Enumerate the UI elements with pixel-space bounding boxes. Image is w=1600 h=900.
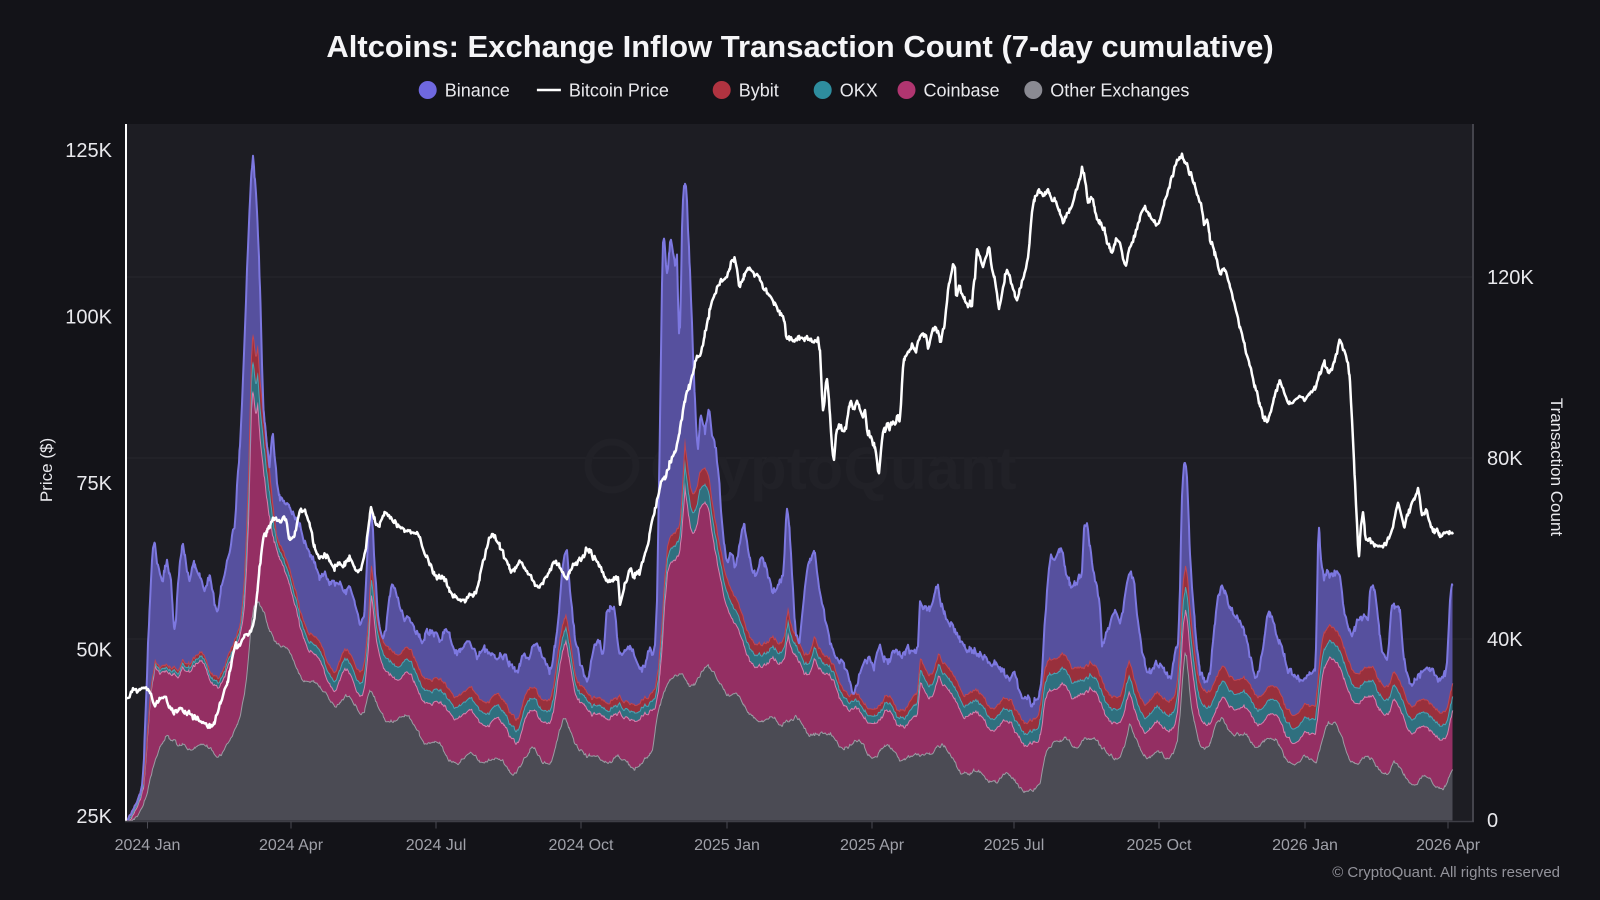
svg-text:Transaction Count: Transaction Count (1547, 398, 1566, 537)
svg-text:2024 Jan: 2024 Jan (115, 837, 181, 854)
svg-text:40K: 40K (1487, 629, 1523, 651)
svg-text:Binance: Binance (445, 81, 510, 101)
svg-text:50K: 50K (76, 640, 112, 662)
svg-text:Bitcoin Price: Bitcoin Price (569, 81, 669, 101)
svg-text:2025 Oct: 2025 Oct (1127, 837, 1192, 854)
svg-text:2024 Oct: 2024 Oct (549, 837, 614, 854)
svg-text:2026 Apr: 2026 Apr (1416, 837, 1481, 854)
svg-text:OKX: OKX (840, 81, 878, 101)
svg-text:120K: 120K (1487, 267, 1534, 289)
svg-text:80K: 80K (1487, 448, 1523, 470)
svg-text:Other Exchanges: Other Exchanges (1050, 81, 1189, 101)
svg-text:2025 Jul: 2025 Jul (984, 837, 1045, 854)
svg-text:Altcoins: Exchange Inflow Tran: Altcoins: Exchange Inflow Transaction Co… (326, 29, 1273, 64)
svg-text:Bybit: Bybit (739, 81, 779, 101)
svg-text:2025 Jan: 2025 Jan (694, 837, 760, 854)
svg-text:2024 Jul: 2024 Jul (406, 837, 467, 854)
svg-text:Price ($): Price ($) (37, 438, 56, 502)
svg-text:2024 Apr: 2024 Apr (259, 837, 324, 854)
svg-text:0: 0 (1487, 810, 1498, 832)
svg-text:75K: 75K (76, 473, 112, 495)
svg-text:2026 Jan: 2026 Jan (1272, 837, 1338, 854)
svg-text:125K: 125K (65, 140, 112, 162)
svg-text:25K: 25K (76, 806, 112, 828)
svg-text:Coinbase: Coinbase (924, 81, 1000, 101)
svg-text:© CryptoQuant. All rights rese: © CryptoQuant. All rights reserved (1332, 864, 1560, 881)
svg-text:100K: 100K (65, 307, 112, 329)
svg-text:2025 Apr: 2025 Apr (840, 837, 905, 854)
